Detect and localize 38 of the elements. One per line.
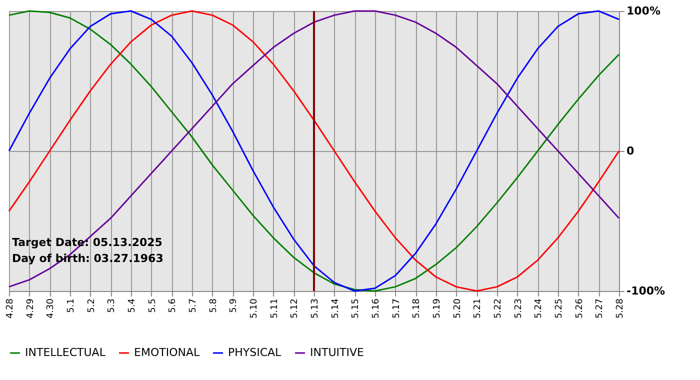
x-tick-label: 5.3: [107, 298, 118, 313]
x-tick-label: 4.28: [6, 298, 16, 319]
x-tick-label: 5.7: [188, 298, 198, 313]
x-tick-label: 5.18: [412, 298, 422, 319]
x-tick-label: 4.30: [46, 298, 56, 319]
x-tick-label: 5.23: [514, 298, 524, 319]
x-tick-label: 5.27: [595, 298, 606, 319]
y-tick-label: 0: [626, 144, 634, 158]
x-tick-label: 5.19: [432, 298, 442, 319]
legend-label: EMOTIONAL: [134, 346, 200, 359]
x-tick-label: 5.15: [351, 298, 362, 319]
x-tick-label: 5.21: [473, 298, 484, 319]
x-tick-label: 5.2: [86, 298, 97, 313]
x-tick-label: 5.16: [372, 298, 382, 319]
legend-label: INTUITIVE: [310, 346, 364, 359]
x-tick-label: 5.8: [208, 298, 219, 313]
x-tick-label: 5.24: [534, 298, 544, 319]
x-tick-label: 5.22: [494, 298, 504, 319]
y-tick-label: -100%: [626, 284, 666, 298]
y-tick-label: 100%: [626, 4, 660, 18]
x-tick-label: 5.28: [616, 298, 626, 319]
x-tick-label: 5.5: [148, 298, 158, 313]
x-tick-label: 5.6: [168, 298, 178, 313]
x-tick-label: 5.25: [554, 298, 564, 319]
legend-label: INTELLECTUAL: [25, 346, 106, 359]
x-tick-label: 5.9: [229, 298, 240, 313]
x-tick-label: 5.20: [452, 298, 463, 319]
x-tick-label: 5.14: [330, 298, 341, 319]
x-tick-label: 5.12: [290, 298, 300, 319]
legend-label: PHYSICAL: [228, 346, 282, 359]
x-tick-label: 5.26: [574, 298, 585, 319]
x-tick-label: 5.13: [310, 298, 320, 319]
x-tick-label: 5.1: [66, 298, 76, 313]
x-tick-label: 5.4: [128, 298, 138, 313]
x-tick-label: 5.11: [270, 298, 280, 319]
x-tick-label: 4.29: [26, 298, 36, 319]
x-tick-label: 5.17: [392, 298, 402, 319]
x-tick-label: 5.10: [250, 298, 260, 319]
